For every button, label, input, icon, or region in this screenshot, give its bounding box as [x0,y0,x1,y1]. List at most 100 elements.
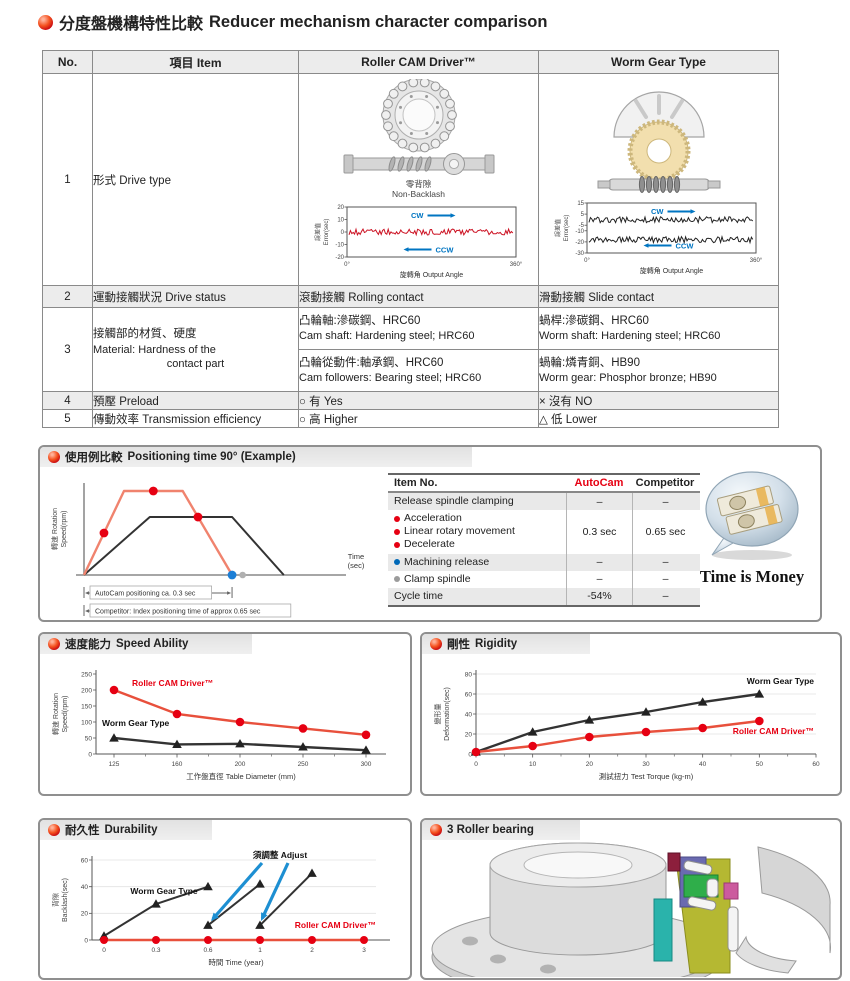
svg-text:360°: 360° [750,258,763,264]
svg-text:100: 100 [81,719,92,726]
cell-item-material: 接觸部的材質、硬度 Material: Hardness of the cont… [92,307,299,392]
svg-text:20: 20 [465,731,473,738]
money-caption: Time is Money [699,567,805,586]
cell-item-drive-type: 形式 Drive type [92,73,299,286]
positioning-time-chart: 轉速 Rotation Speed(rpm) Time(sec) AutoCam po… [50,483,365,618]
svg-text:須調整 Adjust: 須調整 Adjust [252,850,307,860]
svg-text:-10: -10 [575,229,584,235]
positioning-title-en: Positioning time 90° (Example) [127,451,296,463]
svg-text:(sec): (sec) [348,561,365,570]
positioning-table-row: Clamp spindle – – [388,570,700,588]
svg-text:5: 5 [581,212,585,218]
svg-text:Competitor: Index positioning: Competitor: Index positioning time of ap… [95,609,261,616]
svg-text:60: 60 [81,857,89,864]
section-header-positioning: 使用例比較 Positioning time 90° (Example) [40,447,472,467]
svg-text:60: 60 [812,761,820,768]
svg-text:誤差值: 誤差值 [554,219,562,237]
svg-text:0: 0 [102,947,106,954]
section-bullet-icon [430,824,442,836]
cell-worm-drive-status: 滑動接觸 Slide contact [538,285,779,308]
pos-value-competitor: – [632,493,698,511]
svg-text:0.3: 0.3 [151,947,160,954]
positioning-table-row: Cycle time -54% – [388,587,700,605]
roller-cam-error-chart: 20 10 0 -10 -20 CW CCW 0° 360° 旋轉角 Output Angle 誤差… [314,205,523,279]
svg-text:轉速 Rotation: 轉速 Rotation [51,693,60,735]
svg-text:0.6: 0.6 [203,947,212,954]
svg-text:30: 30 [642,761,650,768]
pos-col-competitor: Competitor [635,477,695,489]
svg-text:轉速 Rotation: 轉速 Rotation [50,508,59,550]
svg-text:250: 250 [81,671,92,678]
svg-text:Error(sec): Error(sec) [564,215,570,242]
section-bullet-icon [48,638,60,650]
svg-text:Roller CAM Driver™: Roller CAM Driver™ [733,726,814,736]
svg-text:150: 150 [81,703,92,710]
pos-value-autocam: – [566,553,632,571]
svg-text:Error(sec): Error(sec) [324,219,330,246]
pos-value-competitor: – [632,553,698,571]
header-roller-cam: Roller CAM Driver™ [298,50,539,74]
svg-text:0°: 0° [584,258,590,264]
svg-text:0: 0 [474,761,478,768]
row-efficiency: 5 傳動效率 Transmission efficiency ○ 高 Highe… [42,409,779,428]
header-item: 項目 Item [92,50,299,74]
svg-text:0: 0 [468,751,472,758]
svg-text:10: 10 [529,761,537,768]
rigidity-title-en: Rigidity [475,638,518,650]
pos-value-competitor: – [632,570,698,588]
cell-worm-efficiency: △ 低 Lower [538,409,779,428]
svg-text:40: 40 [81,884,89,891]
material-item-en1: Material: Hardness of the [93,343,216,356]
positioning-table-header: Item No. AutoCam Competitor [388,475,700,493]
cell-no-4: 4 [42,391,93,410]
page-title-en: Reducer mechanism character comparison [209,12,548,31]
roller-bearing-section: 3 Roller bearing [420,818,842,980]
svg-text:200: 200 [235,761,246,768]
header-worm-gear: Worm Gear Type [538,50,779,74]
svg-text:15: 15 [577,201,584,207]
pos-value-autocam: – [566,570,632,588]
comparison-table-header-row: No. 項目 Item Roller CAM Driver™ Worm Gear… [42,50,779,74]
roller-material-a-zh: 凸輪軸:滲碳鋼、HRC60 [299,314,421,327]
roller-material-b-en: Cam followers: Bearing steel; HRC60 [299,372,482,385]
bearing-title: 3 Roller bearing [447,824,534,836]
durability-chart: 0 20 40 60 0 0.3 0.6 1 2 3 時間 Time (year) 背隙 Backlas… [51,850,390,967]
svg-text:80: 80 [465,671,473,678]
cell-no-3: 3 [42,307,93,392]
svg-text:50: 50 [756,761,764,768]
cell-no-2: 2 [42,285,93,308]
svg-text:CCW: CCW [436,246,455,255]
cell-roller-material-a: 凸輪軸:滲碳鋼、HRC60 Cam shaft: Hardening steel… [298,307,539,350]
svg-text:20: 20 [337,205,344,211]
svg-text:10: 10 [337,218,344,224]
svg-text:Roller CAM Driver™: Roller CAM Driver™ [295,920,376,930]
svg-text:CW: CW [651,207,664,216]
svg-text:-30: -30 [575,251,584,257]
worm-gear-error-chart: 15 5 -5-10 -20 -30 CW CCW 0° 360° 旋轉角 Output Angl… [554,201,763,275]
pos-row-label: Linear rotary movement [404,525,515,538]
svg-text:160: 160 [172,761,183,768]
header-no: No. [42,50,93,74]
worm-material-b-en: Worm gear: Phosphor bronze; HB90 [539,372,717,385]
step-bullet-icon [394,541,400,548]
svg-text:40: 40 [699,761,707,768]
rigidity-chart: 0 20 40 60 80 0 10 20 30 40 50 60 測試扭力 Test Torque (… [433,670,820,781]
section-bullet-icon [48,451,60,463]
svg-text:測試扭力 Test Torque (kg-m): 測試扭力 Test Torque (kg-m) [599,771,694,781]
worm-material-a-zh: 蝸桿:滲碳鋼、HRC60 [539,314,649,327]
row-drive-type: 1 形式 Drive type 零背隙 Non-Backlash 20 10 0 -1… [42,73,779,286]
svg-text:3: 3 [362,947,366,954]
svg-text:CW: CW [411,211,424,220]
cell-roller-preload: ○ 有 Yes [298,391,539,410]
speed-section: 速度能力 Speed Ability 0 50 100 150 200 250 125 160… [38,632,412,796]
roller-cam-illustration [343,78,494,175]
svg-text:Time: Time [348,552,364,561]
pos-row-label: Acceleration [404,512,462,525]
section-header-durability: 耐久性 Durability [40,820,212,840]
svg-text:2: 2 [310,947,314,954]
svg-text:Speed(rpm): Speed(rpm) [61,511,68,548]
svg-text:變形量: 變形量 [433,704,442,725]
svg-text:-5: -5 [579,223,585,229]
pos-col-item: Item No. [394,477,438,489]
